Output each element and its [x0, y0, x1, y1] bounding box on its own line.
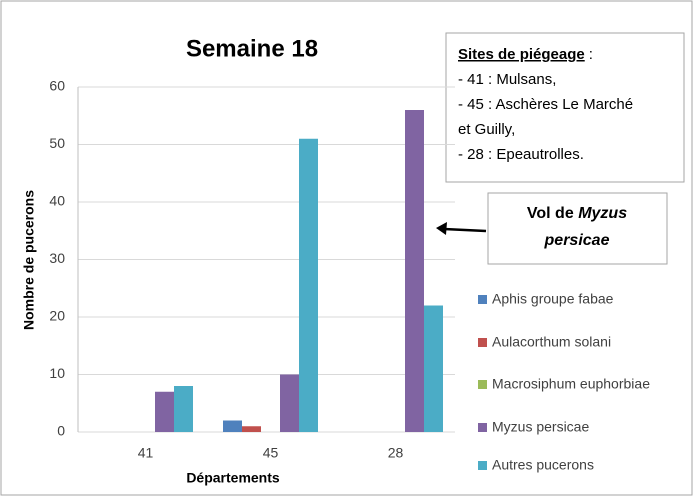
bar	[242, 426, 261, 432]
bar	[424, 305, 443, 432]
sites-line: - 45 : Aschères Le Marché	[458, 96, 633, 113]
sites-line: et Guilly,	[458, 121, 515, 138]
callout-italic: Myzus	[578, 205, 627, 222]
y-tick-label: 50	[49, 135, 65, 151]
legend-swatch	[478, 380, 487, 389]
callout-arrowhead	[436, 222, 447, 235]
legend-swatch	[478, 295, 487, 304]
bar	[174, 386, 193, 432]
y-tick-label: 60	[49, 78, 65, 94]
y-tick-label: 30	[49, 250, 65, 266]
legend-label: Aphis groupe fabae	[492, 291, 614, 307]
bar	[405, 110, 424, 432]
callout-text: Vol de	[527, 205, 574, 222]
bar	[280, 374, 299, 432]
chart-title: Semaine 18	[186, 35, 318, 62]
sites-title-suffix: :	[589, 46, 593, 63]
legend-label: Myzus persicae	[492, 419, 589, 435]
y-axis-label: Nombre de pucerons	[21, 190, 37, 330]
bar	[155, 391, 174, 432]
x-tick-label: 28	[388, 445, 404, 461]
legend-swatch	[478, 338, 487, 347]
bar	[299, 138, 318, 432]
y-tick-label: 0	[57, 423, 65, 439]
legend-label: Macrosiphum euphorbiae	[492, 376, 650, 392]
x-tick-label: 45	[263, 445, 279, 461]
y-tick-label: 40	[49, 193, 65, 209]
sites-line: - 41 : Mulsans,	[458, 71, 556, 88]
legend-label: Aulacorthum solani	[492, 334, 611, 350]
callout-frame	[487, 192, 668, 265]
x-tick-label: 41	[138, 445, 154, 461]
legend-label: Autres pucerons	[492, 457, 594, 473]
callout-line: Vol de Myzus	[527, 205, 627, 222]
sites-box: Sites de piégeage: - 41 : Mulsans, - 45 …	[445, 32, 685, 183]
callout-italic: persicae	[544, 232, 610, 249]
sites-title: Sites de piégeage:	[458, 46, 593, 63]
bar	[223, 420, 242, 432]
y-tick-label: 20	[49, 308, 65, 324]
sites-title-text: Sites de piégeage	[458, 46, 585, 63]
callout-arrow	[443, 227, 487, 233]
x-axis-label: Départements	[186, 470, 280, 486]
sites-box-frame	[445, 32, 685, 183]
callout: Vol de Myzus persicae	[436, 192, 668, 265]
sites-line: - 28 : Epeautrolles.	[458, 146, 584, 163]
legend-swatch	[478, 461, 487, 470]
legend-swatch	[478, 423, 487, 432]
y-tick-label: 10	[49, 365, 65, 381]
